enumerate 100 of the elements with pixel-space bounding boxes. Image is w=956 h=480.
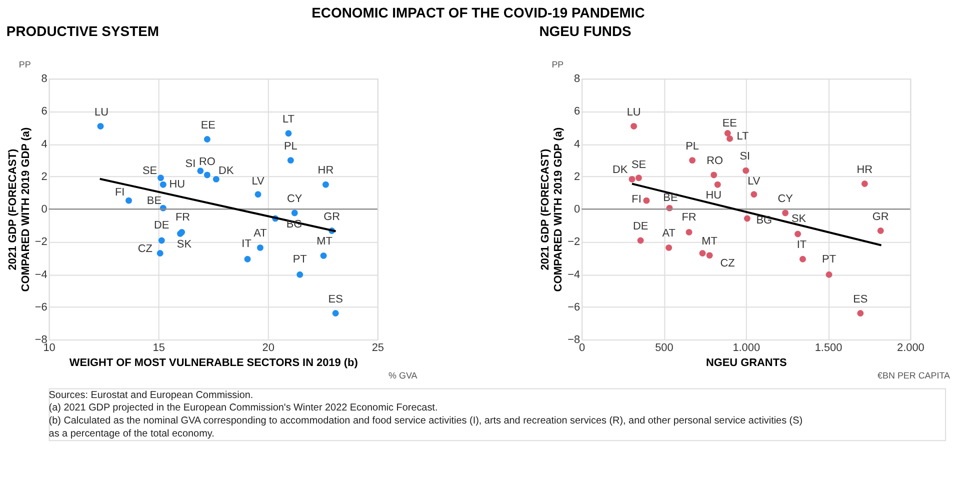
annotation: HR xyxy=(318,164,334,177)
annotation: LV xyxy=(748,175,761,188)
x-tick-label: 1.500 xyxy=(814,342,842,354)
point xyxy=(699,250,706,256)
point xyxy=(861,180,868,187)
annotation: PT xyxy=(822,254,836,266)
text: ECONOMIC IMPACT OF THE COVID-19 PANDEMIC xyxy=(312,4,645,20)
annotation: EE xyxy=(722,117,737,130)
y-tick-label: −4 xyxy=(568,268,580,281)
annotation: SI xyxy=(185,158,196,170)
text: (b) Calculated as the nominal GVA corresponding to accommodation and food service activities (I), arts and recreation services (R), and other personal service activities (S) xyxy=(48,416,803,427)
point xyxy=(212,176,220,182)
annotation: IT xyxy=(242,238,252,250)
point xyxy=(750,191,758,198)
x-tick-label: 15 xyxy=(152,342,165,354)
annotation: BG xyxy=(756,214,772,226)
x-axis-title: WEIGHT OF MOST VULNERABLE SECTORS IN 2019 (b) xyxy=(69,356,358,369)
x-tick-label: 10 xyxy=(43,342,56,354)
point xyxy=(706,252,713,259)
annotation: LU xyxy=(626,106,641,118)
chart-title: PRODUCTIVE SYSTEM xyxy=(6,22,159,39)
y-tick-label: −8 xyxy=(568,334,580,346)
source-note: Sources: Eurostat and European Commission. xyxy=(48,390,254,401)
annotation: DK xyxy=(612,164,628,176)
annotation: GR xyxy=(872,210,889,223)
point xyxy=(285,130,292,137)
text: €BN PER CAPITA xyxy=(878,370,950,380)
x-tick-label: 25 xyxy=(372,342,384,354)
point xyxy=(322,181,329,188)
y-tick-label: −6 xyxy=(34,301,48,314)
annotation: IT xyxy=(796,239,807,252)
y-tick-label: 2 xyxy=(574,170,580,183)
annotation: SE xyxy=(142,164,158,177)
annotation: HU xyxy=(169,178,186,191)
point xyxy=(320,252,327,259)
point xyxy=(332,310,339,316)
point xyxy=(287,157,294,164)
x-axis-title: NGEU GRANTS xyxy=(706,356,787,369)
point xyxy=(254,191,262,198)
y-tick-label: 8 xyxy=(41,73,48,86)
point xyxy=(158,237,165,244)
annotation: HR xyxy=(856,164,873,176)
point xyxy=(628,176,636,182)
point xyxy=(637,237,644,244)
point xyxy=(666,244,672,251)
annotation: LT xyxy=(282,113,295,126)
point xyxy=(826,271,832,278)
annotation: AT xyxy=(254,228,268,240)
y-tick-label: 0 xyxy=(574,204,580,216)
point xyxy=(686,228,692,236)
point xyxy=(126,197,132,204)
annotation: SK xyxy=(792,213,807,226)
point xyxy=(794,230,802,238)
y-tick-label: 4 xyxy=(574,138,580,150)
annotation: RO xyxy=(706,155,724,168)
point xyxy=(204,136,210,142)
annotation: SI xyxy=(740,150,750,163)
point xyxy=(636,174,642,182)
chart-title: NGEU FUNDS xyxy=(539,22,632,39)
y-tick-label: 8 xyxy=(574,73,580,86)
y-tick-label: 0 xyxy=(41,204,48,216)
annotation: FI xyxy=(114,186,125,199)
point xyxy=(742,167,750,174)
annotation: RO xyxy=(198,156,216,168)
text: as a percentage of the total economy. xyxy=(48,428,214,440)
y-tick-label: −2 xyxy=(34,236,48,248)
y-tick-label: 4 xyxy=(41,138,48,150)
annotation: DE xyxy=(154,220,170,232)
text: % GVA xyxy=(388,370,418,380)
annotation: FI xyxy=(632,194,642,206)
text: PP xyxy=(552,60,564,70)
point xyxy=(782,210,789,216)
point xyxy=(643,197,650,204)
annotation: CY xyxy=(287,193,303,206)
annotation: DE xyxy=(632,220,648,233)
y-axis-title: 2021 GDP (FORECAST) COMPARED WITH 2019 GDP (a) xyxy=(540,127,565,292)
annotation: DK xyxy=(218,165,234,178)
point xyxy=(724,130,731,136)
y-tick-label: −2 xyxy=(568,236,580,248)
annotation: PL xyxy=(686,140,700,152)
annotation: MT xyxy=(702,235,718,248)
point xyxy=(156,250,164,256)
y-tick-label: 6 xyxy=(574,106,580,118)
x-tick-label: 1.000 xyxy=(732,342,760,354)
point xyxy=(630,122,638,130)
point xyxy=(726,135,734,142)
point xyxy=(710,172,718,178)
text: (a) 2021 GDP projected in the European Commission's Winter 2022 Economic Forecast. xyxy=(48,402,438,414)
annotation: CY xyxy=(778,193,794,206)
annotation: BE xyxy=(146,195,162,208)
y-tick-label: −6 xyxy=(568,301,580,314)
x-tick-label: 500 xyxy=(655,342,674,354)
x-tick-label: 20 xyxy=(262,342,274,354)
point xyxy=(160,181,166,188)
annotation: AT xyxy=(662,228,676,240)
point xyxy=(291,210,298,216)
point xyxy=(204,172,210,178)
point xyxy=(158,174,164,182)
annotation: CZ xyxy=(138,243,153,256)
annotation: EE xyxy=(200,119,216,132)
